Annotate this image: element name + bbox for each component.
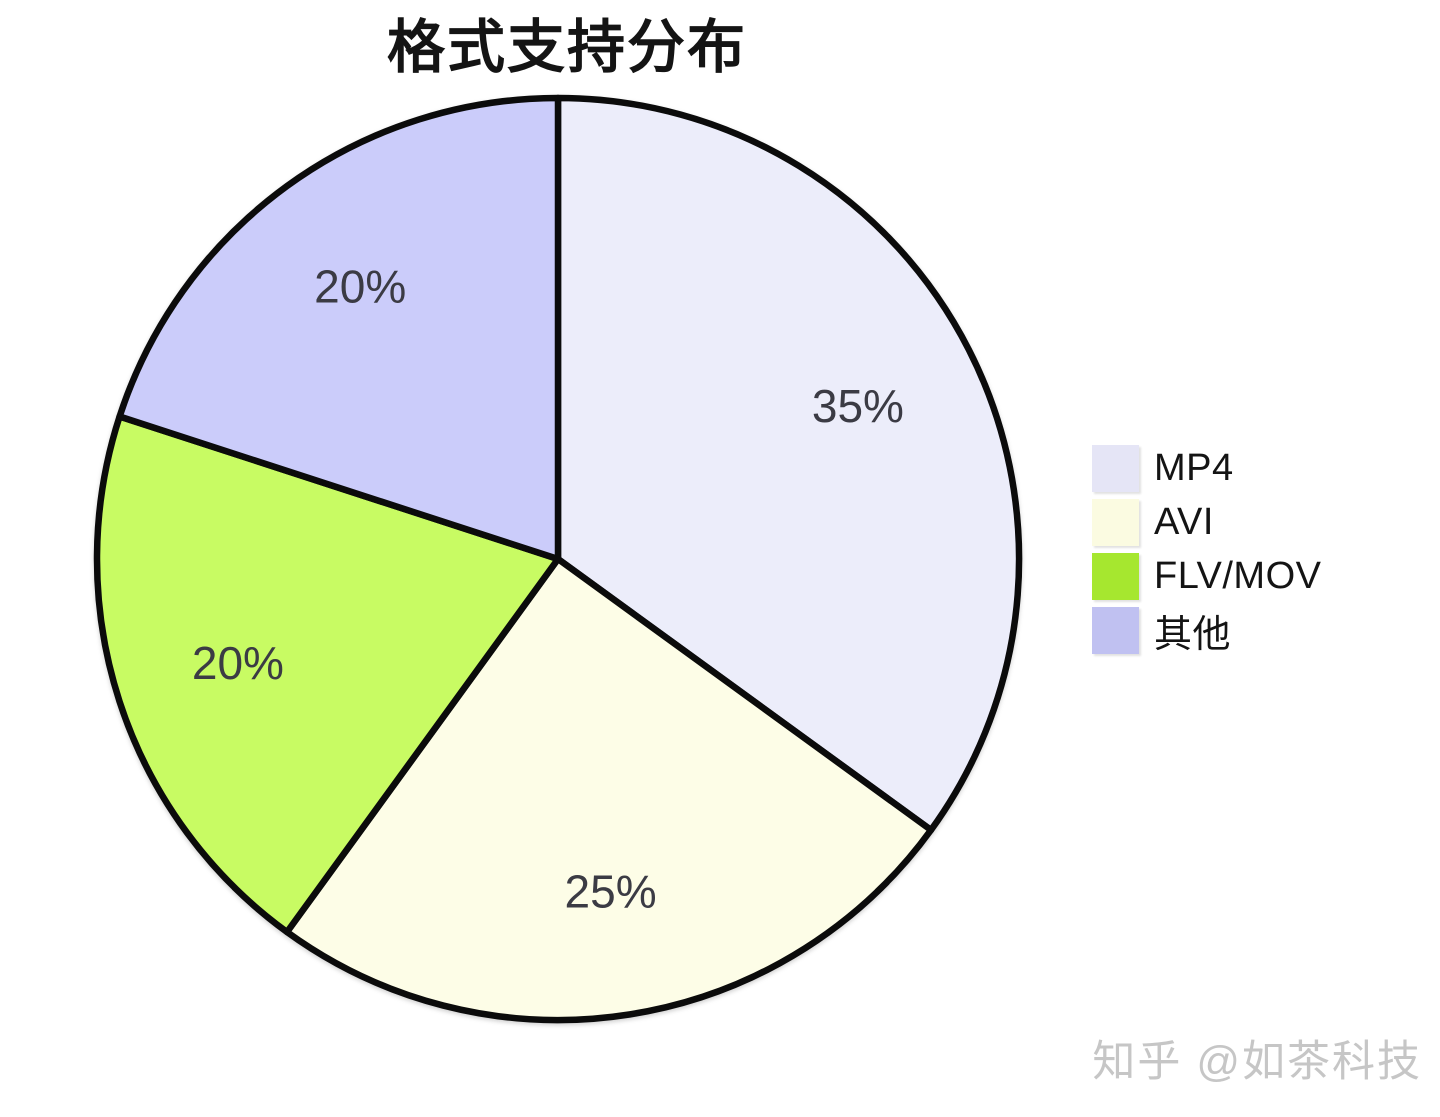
legend-swatch-icon — [1092, 553, 1139, 600]
watermark: 知乎 @如茶科技 — [1092, 1038, 1422, 1086]
legend-label: MP4 — [1154, 447, 1234, 489]
chart-title: 格式支持分布 — [386, 15, 748, 80]
legend-swatch-icon — [1092, 445, 1139, 492]
slice-label-其他: 20% — [314, 261, 406, 313]
legend-label: AVI — [1154, 501, 1214, 543]
pie-slice-AVI — [283, 555, 935, 1024]
pie-slice-其他 — [116, 94, 562, 563]
legend-item-FLV/MOV: FLV/MOV — [1092, 553, 1322, 600]
slice-label-FLV/MOV: 20% — [192, 637, 284, 689]
slice-label-AVI: 25% — [565, 865, 657, 917]
legend-label: 其他 — [1154, 614, 1232, 656]
legend-item-MP4: MP4 — [1092, 445, 1322, 492]
legend-swatch-icon — [1092, 499, 1139, 546]
legend-item-其他: 其他 — [1092, 607, 1322, 656]
legend-label: FLV/MOV — [1154, 555, 1322, 597]
pie-slice-MP4 — [554, 94, 1023, 834]
pie-slice-FLV/MOV — [93, 413, 562, 936]
legend-swatch-icon — [1092, 607, 1139, 654]
slice-label-MP4: 35% — [812, 380, 904, 432]
legend-item-AVI: AVI — [1092, 499, 1322, 546]
legend: MP4 AVI FLV/MOV 其他 — [1092, 445, 1322, 661]
